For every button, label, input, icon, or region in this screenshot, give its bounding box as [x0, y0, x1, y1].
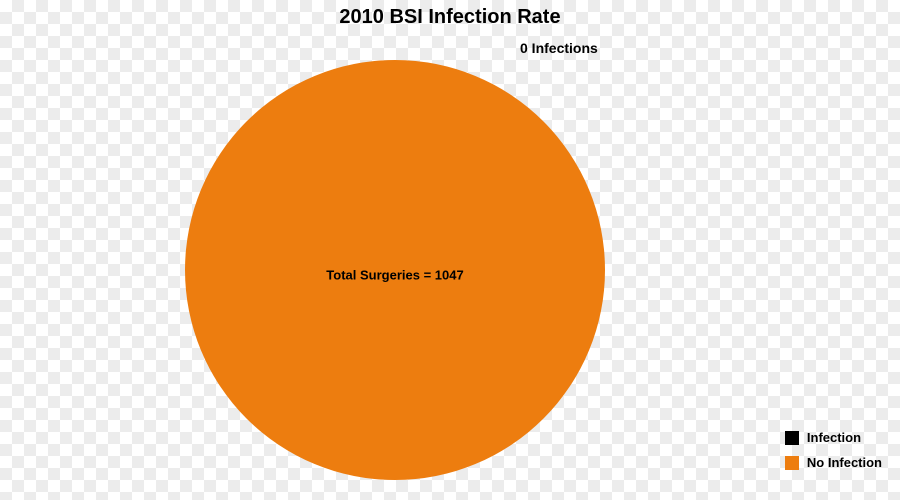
legend-item-infection: Infection — [785, 430, 882, 445]
legend-swatch-infection — [785, 431, 799, 445]
zero-infections-callout: 0 Infections — [520, 40, 598, 56]
legend-swatch-no-infection — [785, 456, 799, 470]
chart-title: 2010 BSI Infection Rate — [0, 6, 900, 29]
legend-item-no-infection: No Infection — [785, 455, 882, 470]
legend-label-no-infection: No Infection — [807, 455, 882, 470]
pie-center-label: Total Surgeries = 1047 — [326, 268, 463, 283]
legend-label-infection: Infection — [807, 430, 861, 445]
legend: Infection No Infection — [785, 420, 882, 470]
chart-canvas: 2010 BSI Infection Rate Total Surgeries … — [0, 0, 900, 500]
